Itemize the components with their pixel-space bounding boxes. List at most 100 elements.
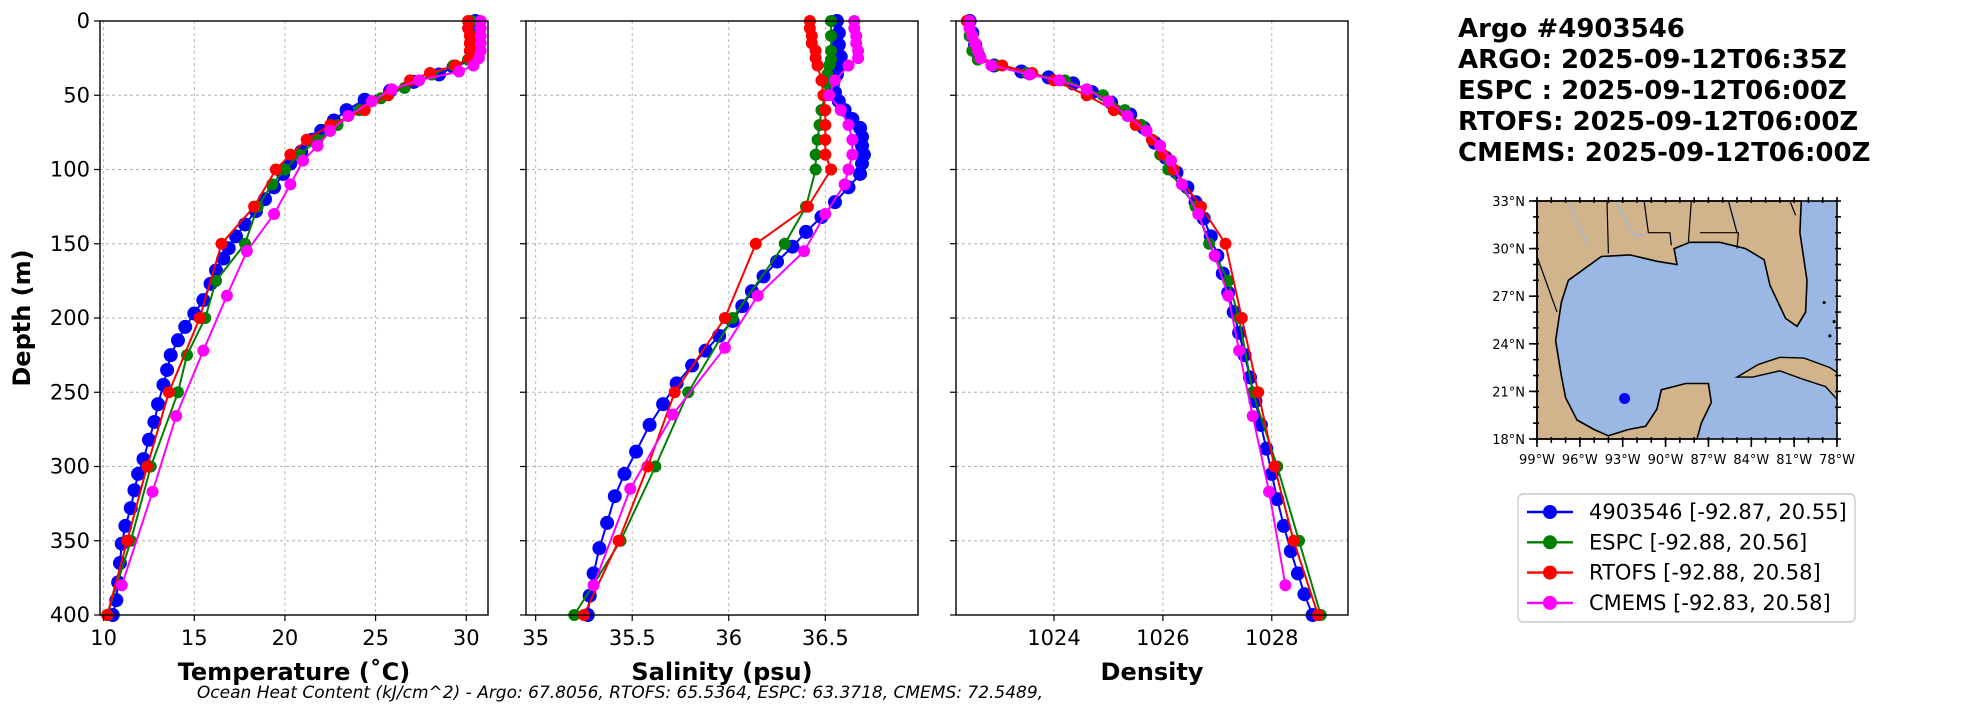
data-point-argo — [799, 224, 813, 239]
data-point-argo — [1270, 492, 1285, 507]
profile-info: Argo #4903546 ARGO: 2025-09-12T06:35Z ES… — [1458, 14, 1870, 169]
data-point-argo — [151, 397, 166, 412]
data-point-cmems — [1121, 110, 1134, 123]
data-point-cmems — [324, 124, 337, 137]
profile-title: Argo #4903546 — [1458, 14, 1685, 44]
data-point-cmems — [823, 89, 836, 102]
profile-panel-1: 10 15 20 25 30050100150200250300350400Temper… — [8, 9, 489, 686]
data-point-cmems — [1263, 485, 1276, 498]
data-point-cmems — [1165, 154, 1178, 167]
data-point-rtofs — [718, 312, 731, 324]
data-point-argo — [160, 362, 175, 377]
data-point-cmems — [342, 110, 355, 123]
cmems-time: CMEMS: 2025-09-12T06:00Z — [1458, 138, 1871, 168]
x-tick-label: 20 — [272, 626, 299, 650]
data-point-espc — [682, 386, 695, 399]
data-point-argo — [216, 251, 231, 266]
x-axis-label: Temperature (˚C) — [178, 658, 411, 686]
x-axis-label: Density — [1101, 658, 1204, 686]
y-tick-label: 250 — [50, 380, 90, 404]
data-point-cmems — [842, 59, 855, 72]
data-point-espc — [210, 274, 223, 287]
legend-marker-argo — [1543, 505, 1557, 519]
data-point-cmems — [170, 410, 183, 423]
espc-time: ESPC : 2025-09-12T06:00Z — [1458, 76, 1847, 106]
data-point-argo — [600, 515, 615, 530]
data-point-rtofs — [162, 386, 175, 399]
data-point-cmems — [1246, 410, 1259, 423]
x-tick-label: 35 — [522, 626, 549, 650]
data-point-argo — [853, 166, 868, 181]
data-point-cmems — [1154, 139, 1167, 152]
ohc-caption: Ocean Heat Content (kJ/cm^2) - Argo: 67.… — [196, 683, 1044, 703]
legend-marker-cmems — [1543, 595, 1557, 610]
x-axis-label: Salinity (psu) — [631, 658, 812, 686]
data-point-cmems — [846, 148, 859, 161]
border-line — [1643, 200, 1672, 246]
y-tick-label: 350 — [50, 529, 90, 553]
data-point-cmems — [974, 52, 987, 65]
data-point-cmems — [819, 208, 832, 221]
map-lon-label: 90°W — [1648, 453, 1684, 468]
land-north-america — [1536, 200, 1808, 440]
data-point-rtofs — [819, 118, 832, 131]
x-tick-label: 36.5 — [802, 626, 849, 650]
data-point-cmems — [385, 83, 398, 96]
y-tick-label: 400 — [50, 603, 90, 627]
river-line — [1614, 200, 1646, 237]
data-point-argo — [1276, 518, 1291, 533]
river-line — [1567, 200, 1588, 246]
data-point-rtofs — [819, 148, 832, 161]
data-point-argo — [607, 489, 622, 504]
map-lat-label: 24°N — [1492, 338, 1525, 353]
data-point-cmems — [985, 59, 998, 72]
data-point-cmems — [297, 154, 310, 167]
data-point-cmems — [220, 289, 233, 302]
data-point-argo — [629, 444, 644, 459]
x-tick-label: 1028 — [1245, 626, 1298, 650]
data-point-argo — [228, 229, 243, 244]
data-point-espc — [809, 163, 822, 176]
data-point-cmems — [828, 74, 841, 87]
data-point-cmems — [587, 579, 600, 592]
data-point-rtofs — [300, 133, 313, 146]
data-point-cmems — [842, 163, 855, 176]
data-point-cmems — [1192, 208, 1205, 221]
x-tick-label: 15 — [181, 626, 208, 650]
map-lat-label: 21°N — [1492, 385, 1525, 400]
data-point-cmems — [834, 104, 847, 117]
profile-panel-2: 35 35.5 36 36.5 Salinity (psu) — [520, 14, 919, 686]
island-dot — [1828, 334, 1832, 338]
data-point-cmems — [1102, 95, 1115, 108]
border-line — [1727, 200, 1738, 233]
map-lon-label: 99°W — [1519, 453, 1555, 468]
data-point-cmems — [846, 133, 859, 146]
data-point-argo — [1283, 544, 1298, 559]
data-point-argo — [170, 333, 185, 348]
x-tick-label: 35.5 — [609, 626, 656, 650]
data-point-rtofs — [819, 133, 832, 146]
data-point-espc — [171, 386, 184, 399]
map-lon-label: 84°W — [1733, 453, 1769, 468]
x-tick-label: 1024 — [1027, 626, 1080, 650]
map-lat-label: 30°N — [1492, 243, 1525, 258]
y-tick-label: 0 — [77, 9, 90, 33]
legend-marker-espc — [1543, 535, 1557, 550]
data-point-cmems — [311, 139, 324, 152]
data-point-espc — [825, 29, 838, 42]
data-point-rtofs — [284, 148, 297, 161]
data-point-cmems — [467, 59, 480, 72]
data-point-rtofs — [1129, 118, 1142, 131]
data-point-espc — [809, 148, 822, 161]
data-point-rtofs — [193, 312, 206, 324]
data-point-cmems — [852, 52, 865, 65]
data-point-argo — [617, 466, 632, 481]
legend-label-argo: 4903546 [-92.87, 20.55] — [1589, 500, 1847, 524]
y-tick-label: 50 — [63, 83, 90, 107]
data-point-cmems — [1080, 83, 1093, 96]
data-point-cmems — [1140, 124, 1153, 137]
data-point-argo — [147, 414, 162, 429]
data-point-argo — [178, 319, 193, 334]
y-axis-label: Depth (m) — [8, 249, 36, 386]
data-point-cmems — [1053, 74, 1066, 87]
